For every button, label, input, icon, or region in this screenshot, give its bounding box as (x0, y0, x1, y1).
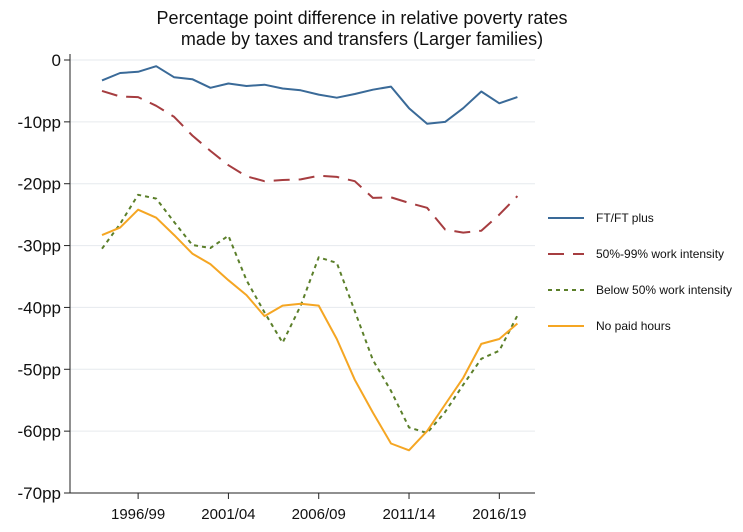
y-tick-label-4: -40pp (18, 298, 61, 317)
y-tick-label-1: -10pp (18, 113, 61, 132)
series-line-3 (101, 193, 519, 434)
series-line-4 (101, 208, 519, 452)
y-tick-label-0: 0 (52, 51, 61, 70)
series-lines (101, 65, 519, 452)
chart-title-line-1: Percentage point difference in relative … (157, 8, 568, 28)
legend-label-2: 50%-99% work intensity (596, 247, 724, 261)
y-tick-label-5: -50pp (18, 360, 61, 379)
legend-label-4: No paid hours (596, 319, 671, 333)
x-tick-label-4: 2016/19 (472, 506, 526, 523)
x-tick-label-2: 2006/09 (292, 506, 346, 523)
x-tick-label-3: 2011/14 (382, 506, 435, 523)
x-axis-ticks: 1996/99 2001/04 2006/09 2011/14 2016/19 (111, 493, 526, 523)
x-tick-label-0: 1996/99 (111, 506, 165, 523)
axes (69, 54, 535, 494)
y-tick-label-2: -20pp (18, 175, 61, 194)
series-line-1 (101, 65, 518, 125)
chart-title: Percentage point difference in relative … (157, 8, 568, 49)
y-tick-label-7: -70pp (18, 484, 61, 503)
legend-label-3: Below 50% work intensity (596, 283, 732, 297)
y-tick-label-6: -60pp (18, 422, 61, 441)
y-axis-ticks: 0 -10pp -20pp -30pp -40pp -50pp -60pp -70pp (18, 51, 70, 503)
series-line-2 (101, 89, 519, 234)
gridlines (70, 59, 535, 494)
x-tick-label-1: 2001/04 (201, 506, 255, 523)
chart-title-line-2: made by taxes and transfers (Larger fami… (181, 29, 543, 49)
legend: FT/FT plus 50%-99% work intensity Below 50… (548, 211, 732, 333)
legend-label-1: FT/FT plus (596, 211, 654, 225)
y-tick-label-3: -30pp (18, 237, 61, 256)
